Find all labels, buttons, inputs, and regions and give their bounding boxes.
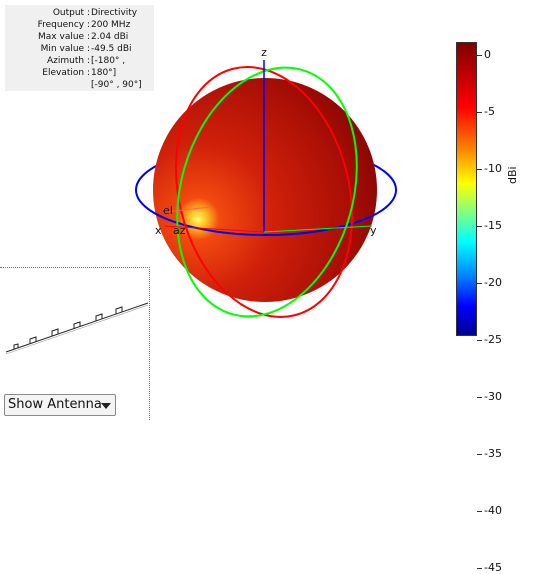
- info-value: -49.5 dBi: [91, 44, 132, 54]
- colorbar-tick-mark: [477, 340, 482, 341]
- elevation-circle-green: [176, 66, 358, 318]
- el-marker-line: [164, 206, 211, 213]
- info-row-max: Max value : 2.04 dBi: [5, 32, 154, 43]
- el-label: el: [163, 204, 173, 217]
- info-key: Azimuth :: [47, 56, 90, 66]
- colorbar-tick-mark: [477, 283, 482, 284]
- x-axis-label: x: [155, 224, 162, 237]
- info-panel: Output : Directivity Frequency : 200 MHz…: [5, 5, 154, 91]
- colorbar-tick-label: -45: [484, 561, 502, 574]
- info-value: 2.04 dBi: [91, 32, 129, 42]
- chevron-down-icon[interactable]: [101, 403, 111, 409]
- info-value: [-180° ,: [91, 56, 126, 66]
- info-key: Min value :: [40, 44, 90, 54]
- y-axis-label: y: [370, 224, 377, 237]
- info-value: 200 MHz: [91, 20, 131, 30]
- colorbar-tick-label: -20: [484, 276, 502, 289]
- colorbar-tick-label: -30: [484, 390, 502, 403]
- info-row-min: Min value : -49.5 dBi: [5, 44, 154, 55]
- colorbar-unit-label: dBi: [506, 166, 519, 184]
- info-row-output: Output : Directivity: [5, 8, 154, 19]
- colorbar-tick-label: -40: [484, 504, 502, 517]
- radiation-pattern-sphere[interactable]: [153, 78, 377, 302]
- info-key: Frequency :: [37, 20, 90, 30]
- z-axis-label: z: [261, 46, 267, 59]
- info-row-elevation: Elevation : 180°]: [5, 68, 154, 79]
- colorbar-tick-label: -35: [484, 447, 502, 460]
- show-antenna-dropdown[interactable]: Show Antenna: [4, 394, 116, 416]
- info-row-elevation-range: [-90° , 90°]: [5, 80, 154, 91]
- info-row-frequency: Frequency : 200 MHz: [5, 20, 154, 31]
- colorbar-tick-label: -15: [484, 219, 502, 232]
- colorbar-tick-mark: [477, 169, 482, 170]
- colorbar-tick-label: 0: [484, 48, 491, 61]
- colorbar-tick-label: -5: [484, 105, 495, 118]
- az-label: az: [173, 224, 186, 237]
- colorbar-tick-mark: [477, 511, 482, 512]
- y-axis-line: [263, 225, 373, 233]
- colorbar: [456, 42, 477, 336]
- info-value: Directivity: [91, 8, 138, 18]
- elevation-circle-red: [174, 66, 354, 318]
- colorbar-tick-label: -25: [484, 333, 502, 346]
- dropdown-selected-value: Show Antenna: [8, 397, 102, 412]
- radiation-pattern-plot[interactable]: z x y el az: [0, 0, 560, 420]
- antenna-preview-panel[interactable]: [0, 267, 150, 420]
- colorbar-tick-mark: [477, 55, 482, 56]
- colorbar-tick-mark: [477, 454, 482, 455]
- azimuth-circle-front: [135, 189, 397, 236]
- info-row-azimuth: Azimuth : [-180° ,: [5, 56, 154, 67]
- colorbar-tick-mark: [477, 568, 482, 569]
- info-key: Elevation :: [42, 68, 90, 78]
- colorbar-tick-mark: [477, 112, 482, 113]
- colorbar-tick-mark: [477, 226, 482, 227]
- info-key: Output :: [52, 8, 90, 18]
- info-value: [-90° , 90°]: [91, 80, 142, 90]
- info-value: 180°]: [91, 68, 117, 78]
- antenna-preview-drawing: [5, 302, 149, 355]
- colorbar-tick-mark: [477, 397, 482, 398]
- info-key: Max value :: [38, 32, 90, 42]
- x-axis-line: [164, 225, 265, 233]
- colorbar-tick-label: -10: [484, 162, 502, 175]
